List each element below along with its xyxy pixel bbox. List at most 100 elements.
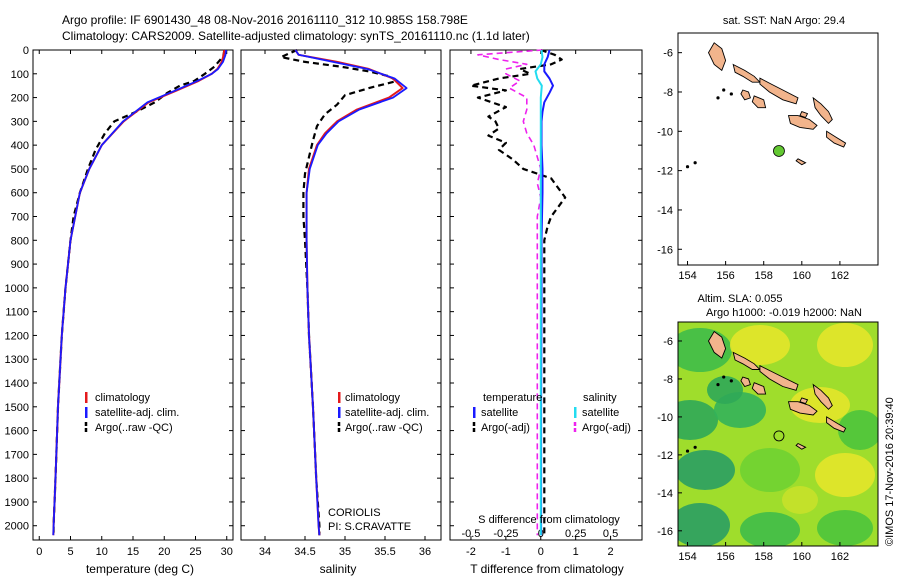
lon-tick-label: 162 — [831, 270, 849, 282]
difference-series — [469, 48, 567, 536]
island — [732, 351, 761, 370]
island — [826, 130, 847, 148]
island — [799, 111, 809, 119]
temperature-axis: 0 5 10 15 20 25 30 — [36, 50, 233, 558]
sla-map: Altim. SLA: 0.055 Argo h1000: -0.019 h20… — [657, 293, 879, 563]
island — [707, 42, 727, 72]
sla-patch — [730, 325, 790, 365]
legend-swatch-climatology — [85, 392, 88, 403]
sla-anomaly-patches — [678, 323, 878, 546]
annotation-coriolis: CORIOLIS — [328, 507, 381, 519]
depth-tick-label: 100 — [11, 69, 29, 81]
depth-tick-label: 300 — [11, 116, 29, 128]
series-line-satellite-adj-clim- — [52, 49, 227, 536]
legend-title-salinity: salinity — [583, 392, 617, 404]
depth-tick-label: 1400 — [5, 378, 29, 390]
legend-label-argo: Argo(..raw -QC) — [95, 422, 173, 434]
x-tick-label: 1 — [573, 546, 579, 558]
sst-map-land — [685, 42, 847, 169]
x-tick-label: 35.5 — [374, 546, 395, 558]
islet — [722, 375, 726, 379]
depth-tick-label: 1000 — [5, 283, 29, 295]
islet — [685, 449, 690, 453]
legend-label-satellite: satellite-adj. clim. — [345, 407, 429, 419]
sla-patch — [740, 448, 800, 492]
legend-swatch-t-satellite — [473, 407, 476, 418]
island — [795, 158, 807, 166]
depth-axis: 0 100 200 300 400 500 600 700 800 900 1000 1100 1200… — [5, 45, 642, 533]
depth-tick-label: 1500 — [5, 402, 29, 414]
depth-tick-label: 1800 — [5, 473, 29, 485]
sla-patch — [678, 450, 735, 490]
legend-swatch-satellite — [338, 407, 341, 418]
islet — [729, 92, 733, 96]
legend-swatch-satellite — [85, 407, 88, 418]
x-tick-label: 0 — [538, 546, 544, 558]
depth-tick-label: 600 — [11, 188, 29, 200]
lon-tick-label: 154 — [678, 551, 696, 563]
lon-tick-label: 158 — [755, 551, 773, 563]
lon-tick-label: 160 — [793, 551, 811, 563]
depth-tick-label: 200 — [11, 93, 29, 105]
difference-plot-frame — [449, 49, 643, 541]
islet — [716, 96, 720, 100]
x-tick-label: 10 — [96, 546, 108, 558]
island — [812, 383, 833, 410]
salinity-axis: 34 34.5 35 35.5 36 — [259, 50, 431, 558]
sst-map-axes: 154 156 158 160 162 -6 -8 -10 -12 -14 -16 — [657, 48, 849, 282]
sla-map-land — [685, 330, 847, 453]
lat-tick-label: -6 — [663, 48, 673, 60]
islet — [729, 379, 733, 383]
x-tick-label: 34 — [259, 546, 271, 558]
title-line2: Climatology: CARS2009. Satellite-adjuste… — [62, 29, 530, 43]
series-line-satellite-adj-clim- — [294, 49, 408, 536]
depth-tick-label: 1300 — [5, 354, 29, 366]
temperature-panel: 0100200300400500600700800900100011001200… — [5, 45, 642, 576]
series-line-argo-adj- — [469, 48, 567, 536]
s-difference-axis: -0.5 -0.25 0 0.25 0.5 — [461, 528, 618, 540]
island — [740, 89, 751, 101]
x-tick-label: 34.5 — [294, 546, 315, 558]
imos-credit: ©IMOS 17-Nov-2016 20:39:40 — [884, 397, 896, 546]
x-tick-label: 25 — [189, 546, 201, 558]
lon-tick-label: 160 — [793, 270, 811, 282]
lon-tick-label: 162 — [831, 551, 849, 563]
series-line-satellite — [534, 49, 544, 536]
sla-patch — [678, 400, 718, 440]
series-line-climatology — [52, 49, 226, 536]
depth-tick-label: 2000 — [5, 521, 29, 533]
annotation-pi: PI: S.CRAVATTE — [328, 521, 411, 533]
lon-tick-label: 154 — [678, 270, 696, 282]
legend-label-t-argo: Argo(-adj) — [481, 422, 530, 434]
depth-tick-label: 900 — [11, 259, 29, 271]
depth-tick-label: 1100 — [5, 307, 29, 319]
sla-map-axes: 154 156 158 160 162 -6 -8 -10 -12 -14 -16 — [657, 336, 849, 563]
argo-location-marker — [773, 430, 785, 442]
t-difference-xlabel: T difference from climatology — [470, 562, 624, 576]
x-tick-label: 2 — [608, 546, 614, 558]
depth-tick-label: 1900 — [5, 497, 29, 509]
lat-tick-label: -14 — [657, 205, 673, 217]
x-tick-label: 0 — [36, 546, 42, 558]
depth-tick-label: 0 — [23, 45, 29, 57]
temperature-series — [52, 49, 227, 536]
salinity-series — [279, 48, 408, 536]
argo-location-marker — [773, 145, 785, 157]
lat-tick-label: -16 — [657, 244, 673, 256]
lat-tick-label: -12 — [657, 166, 673, 178]
x-tick-label: 5 — [67, 546, 73, 558]
x-tick-label: -2 — [466, 546, 476, 558]
salinity-legend: climatology satellite-adj. clim. Argo(..… — [337, 392, 429, 434]
sla-patch — [817, 510, 873, 546]
s-tick-label: 0.25 — [565, 528, 586, 540]
sla-patch — [707, 376, 743, 404]
islet — [693, 161, 697, 165]
lat-tick-label: -16 — [657, 526, 673, 538]
island — [826, 416, 847, 433]
island — [732, 63, 761, 83]
sla-map-field — [678, 322, 878, 546]
salinity-xlabel: salinity — [320, 562, 357, 576]
x-tick-label: 36 — [419, 546, 431, 558]
difference-panel: -2 -1 0 1 2 -0.5 -0.25 0 0.25 0.5 T difference f… — [449, 48, 643, 576]
